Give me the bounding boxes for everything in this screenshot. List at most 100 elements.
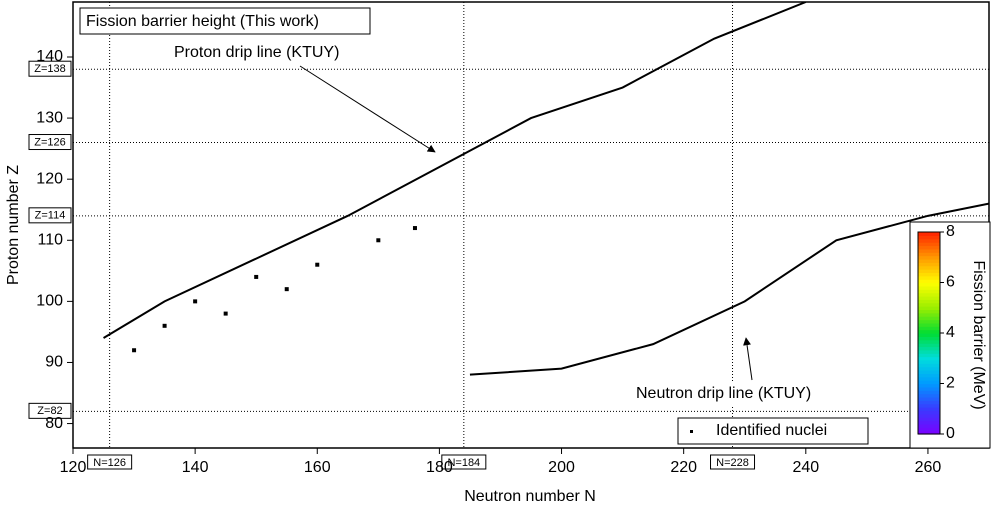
colorbar-step [918, 258, 940, 263]
y-tick-label: 80 [45, 415, 63, 432]
colorbar-step [918, 390, 940, 395]
colorbar-step [918, 255, 940, 260]
colorbar-step [918, 252, 940, 257]
colorbar-step [918, 427, 940, 432]
colorbar-step [918, 376, 940, 381]
nucleus-point [193, 299, 198, 304]
magic-label-box [28, 207, 72, 224]
y-tick-label: 120 [36, 170, 63, 187]
x-axis-label: Neutron number N [464, 488, 596, 505]
magic-label: N=126 [93, 457, 126, 469]
legend [677, 417, 869, 445]
nucleus-point [162, 323, 167, 328]
overlay [73, 2, 989, 448]
colorbar-step [918, 262, 940, 267]
magic-label-box [87, 454, 133, 470]
colorbar-step [918, 413, 940, 418]
nucleus-point [376, 238, 381, 243]
colorbar-step [918, 316, 940, 321]
colorbar-tick-label: 0 [946, 425, 955, 442]
nucleus-point [223, 311, 228, 316]
colorbar-step [918, 326, 940, 331]
colorbar-step [918, 359, 940, 364]
magic-label-box [28, 402, 72, 419]
legend-label: Identified nuclei [716, 422, 827, 439]
x-tick-label: 160 [304, 459, 331, 476]
drip-line [103, 2, 807, 339]
title-box [79, 7, 371, 35]
colorbar-step [918, 322, 940, 327]
x-tick-label: 120 [60, 459, 87, 476]
colorbar-step [918, 396, 940, 401]
colorbar-step [918, 346, 940, 351]
y-tick-label: 90 [45, 354, 63, 371]
y-tick-label: 110 [37, 231, 63, 248]
y-tick-label: 100 [36, 293, 63, 310]
magic-label: Z=114 [35, 210, 66, 222]
x-tick-label: 140 [182, 459, 209, 476]
colorbar: 0 2 4 6 8 [917, 223, 955, 442]
colorbar-step [918, 373, 940, 378]
x-tick-label: 240 [792, 459, 819, 476]
proton-drip-label: Proton drip line (KTUY) [174, 44, 339, 61]
colorbar-step [918, 306, 940, 311]
x-tick-label: 180 [426, 459, 453, 476]
magic-label: N=228 [716, 457, 749, 469]
colorbar-step [918, 265, 940, 270]
colorbar-step [918, 299, 940, 304]
colorbar-step [918, 282, 940, 287]
legend-marker [690, 430, 693, 433]
label-bg [632, 382, 870, 406]
colorbar-step [918, 366, 940, 371]
colorbar-step [918, 312, 940, 317]
magic-label-box [441, 454, 487, 470]
colorbar-step [918, 430, 940, 435]
nucleus-point [284, 287, 289, 292]
colorbar-step [918, 353, 940, 358]
nucleus-point [412, 226, 417, 231]
colorbar-step [918, 292, 940, 297]
x-tick-label: 200 [548, 459, 575, 476]
neutron-drip-label: Neutron drip line (KTUY) [636, 385, 811, 402]
colorbar-step [918, 420, 940, 425]
colorbar-label: Fission barrier (MeV) [970, 260, 987, 409]
colorbar-step [918, 329, 940, 334]
magic-label-box [28, 60, 72, 77]
colorbar-step [918, 356, 940, 361]
colorbar-step [918, 386, 940, 391]
colorbar-step [918, 275, 940, 280]
magic-label: Z=138 [34, 63, 66, 75]
colorbar-step [918, 272, 940, 277]
nucleus-point [254, 274, 259, 279]
colorbar-step [918, 302, 940, 307]
colorbar-step [918, 343, 940, 348]
plot-frame [72, 1, 990, 449]
colorbar-step [918, 423, 940, 428]
colorbar-step [918, 393, 940, 398]
magic-label-box [710, 454, 756, 470]
colorbar-step [918, 279, 940, 284]
colorbar-step [918, 380, 940, 385]
colorbar-step [918, 336, 940, 341]
y-tick-label: 140 [36, 48, 63, 65]
colorbar-step [918, 289, 940, 294]
colorbar-step [918, 407, 940, 412]
colorbar-step [918, 349, 940, 354]
arrow [299, 65, 436, 153]
nucleus-point [315, 262, 320, 267]
magic-label-box [28, 134, 72, 151]
colorbar-step [918, 269, 940, 273]
magic-label: Z=82 [37, 405, 62, 417]
colorbar-step [918, 245, 940, 250]
colorbar-step [918, 285, 940, 290]
colorbar-tick-label: 6 [946, 274, 955, 291]
colorbar-step [918, 238, 940, 243]
drip-line [469, 202, 989, 376]
magic-label: N=184 [447, 457, 480, 469]
axes: N=126 N=184 N=228 Z=82 Z=114 Z=126 Z=138 120 140… [28, 48, 941, 476]
colorbar-tick-label: 2 [946, 375, 955, 392]
colorbar-step [918, 248, 940, 253]
colorbar-tick-label: 4 [946, 324, 955, 341]
colorbar-step [918, 383, 940, 388]
